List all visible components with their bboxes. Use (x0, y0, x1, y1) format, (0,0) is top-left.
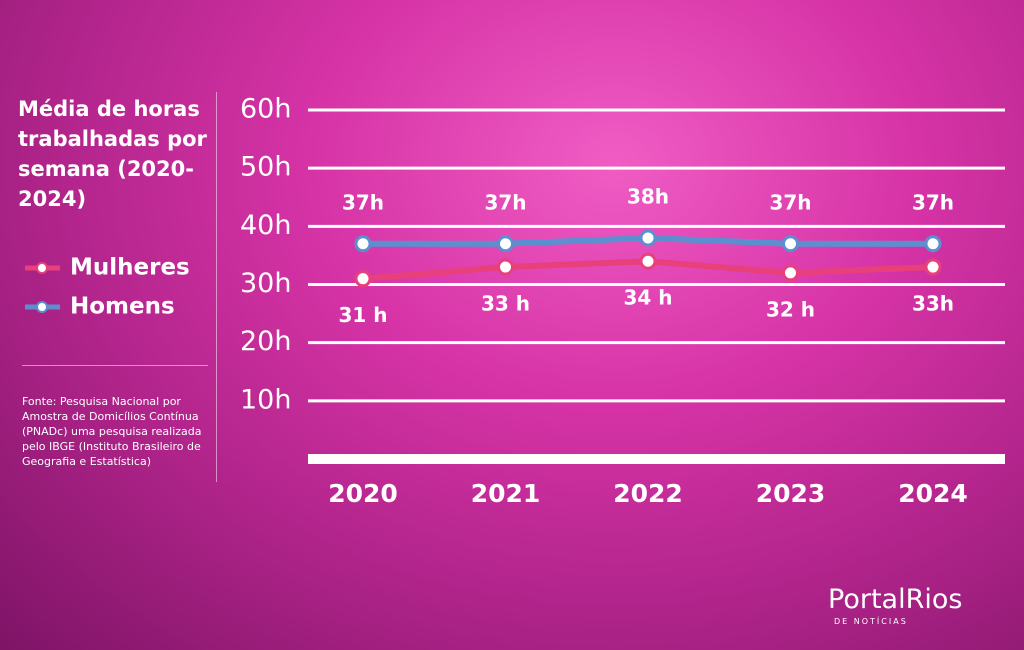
y-tick-label: 20h (240, 326, 291, 357)
y-tick-label: 30h (240, 268, 291, 299)
value-label: 33h (912, 292, 954, 316)
value-label: 37h (769, 190, 811, 214)
x-tick-label: 2020 (328, 479, 398, 508)
legend-marker (36, 262, 48, 274)
data-point (782, 264, 799, 282)
legend-marker (36, 301, 48, 313)
logo-tagline: DE NOTÍCIAS (834, 617, 908, 626)
data-point (924, 258, 942, 276)
chart-title: Média de horas trabalhadas por semana (2… (18, 97, 207, 211)
y-tick-label: 10h (240, 384, 291, 415)
divider (216, 92, 217, 482)
logo: PortalRios (828, 584, 963, 615)
y-tick-label: 40h (240, 210, 291, 241)
data-point (639, 252, 657, 270)
y-tick-label: 50h (240, 152, 291, 183)
x-tick-label: 2022 (613, 479, 683, 508)
data-point (639, 229, 657, 247)
source-note: Fonte: Pesquisa Nacional por Amostra de … (22, 395, 202, 468)
value-label: 37h (912, 190, 954, 214)
value-label: 37h (484, 190, 526, 214)
data-point (924, 235, 942, 253)
data-point (497, 258, 514, 276)
legend-label: Homens (70, 294, 175, 320)
value-label: 38h (627, 184, 669, 208)
legend-label: Mulheres (70, 255, 190, 281)
value-label: 31 h (338, 303, 387, 327)
value-label: 32 h (766, 297, 815, 321)
value-label: 37h (342, 190, 384, 214)
data-point (497, 235, 514, 253)
y-tick-label: 60h (240, 94, 291, 125)
data-point (782, 235, 799, 253)
x-tick-label: 2023 (756, 479, 826, 508)
x-tick-label: 2021 (471, 479, 541, 508)
value-label: 33 h (481, 292, 530, 316)
data-point (354, 235, 372, 253)
data-point (354, 270, 372, 288)
x-tick-label: 2024 (898, 479, 968, 508)
value-label: 34 h (623, 286, 672, 310)
separator (22, 365, 208, 366)
